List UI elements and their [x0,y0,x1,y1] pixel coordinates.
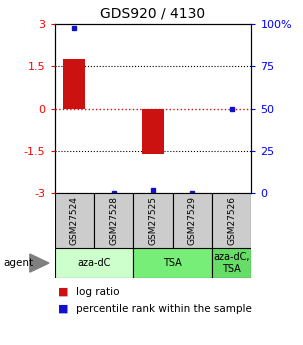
Text: ■: ■ [58,287,68,296]
Bar [133,248,212,278]
Bar [173,193,212,248]
Text: TSA: TSA [163,258,182,268]
Text: GSM27525: GSM27525 [148,196,158,245]
Text: agent: agent [3,258,33,268]
Text: GSM27524: GSM27524 [70,196,79,245]
Bar [212,248,251,278]
Bar [55,193,94,248]
Title: GDS920 / 4130: GDS920 / 4130 [101,6,205,20]
Bar [133,193,173,248]
Bar [55,248,133,278]
Text: ■: ■ [58,304,68,314]
Text: GSM27528: GSM27528 [109,196,118,245]
Bar [94,193,133,248]
Text: percentile rank within the sample: percentile rank within the sample [76,304,251,314]
Bar [142,109,164,154]
Polygon shape [30,254,49,272]
Text: aza-dC: aza-dC [77,258,111,268]
Text: log ratio: log ratio [76,287,119,296]
Text: aza-dC,
TSA: aza-dC, TSA [214,252,250,274]
Text: GSM27526: GSM27526 [227,196,236,245]
Bar [63,59,85,109]
Text: GSM27529: GSM27529 [188,196,197,245]
Bar [212,193,251,248]
